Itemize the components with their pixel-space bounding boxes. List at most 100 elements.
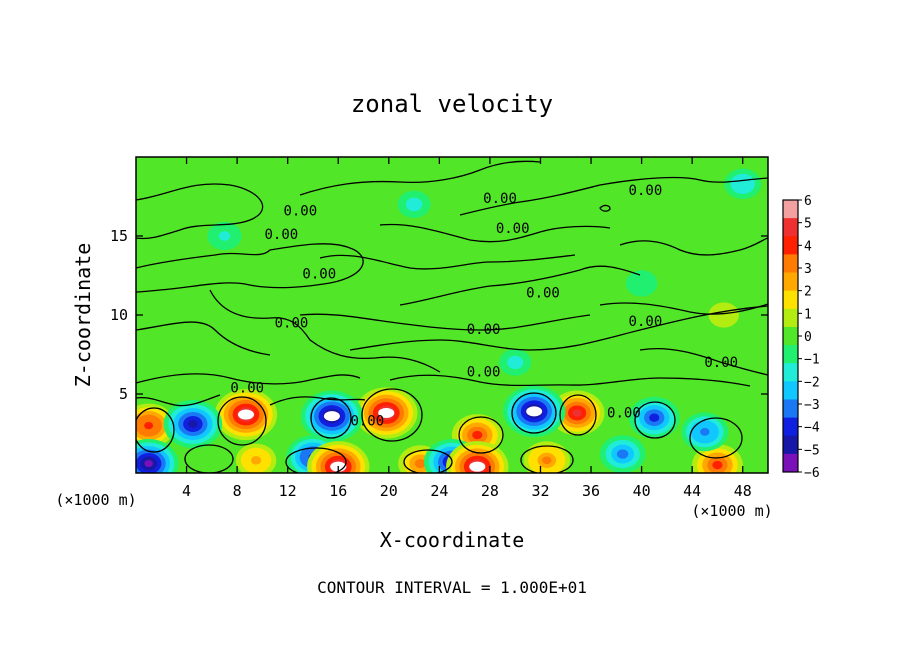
contour-line: [319, 254, 576, 270]
velocity-cell: [599, 435, 646, 473]
contour-loop: [559, 394, 597, 436]
colorbar-swatch: [783, 345, 798, 364]
x-tick-label: 28: [481, 482, 499, 500]
colorbar-tick-label: −6: [804, 466, 820, 481]
velocity-level: [144, 460, 153, 468]
colorbar-tick-label: 2: [804, 285, 812, 300]
velocity-cell: [307, 441, 370, 473]
contour-line: [599, 204, 611, 212]
colorbar-tick-label: −4: [804, 421, 820, 436]
y-tick-label: 15: [110, 227, 128, 245]
colorbar-tick-label: −5: [804, 443, 820, 458]
velocity-cell: [235, 443, 277, 473]
velocity-cell: [625, 270, 658, 297]
velocity-level: [414, 458, 426, 469]
contour-loop: [184, 444, 234, 473]
velocity-level: [700, 428, 710, 436]
contour-line: [269, 396, 366, 406]
x-tick-label: 16: [329, 482, 347, 500]
colorbar-swatch: [783, 381, 798, 400]
velocity-peak: [323, 411, 340, 422]
colorbar-swatch: [783, 272, 798, 292]
x-tick-label: 20: [380, 482, 398, 500]
contour-loop: [361, 388, 423, 442]
colorbar-swatch: [783, 200, 798, 219]
contour-line: [136, 321, 271, 356]
chart-title: zonal velocity: [351, 90, 553, 118]
velocity-cell: [446, 441, 509, 473]
velocity-cell: [549, 390, 605, 436]
contour-label: 0.00: [283, 203, 317, 219]
velocity-peak: [526, 406, 543, 417]
velocity-level: [507, 355, 524, 370]
colorbar-tick-label: 4: [804, 239, 812, 254]
velocity-cell: [628, 396, 680, 439]
contour-line: [299, 160, 541, 196]
colorbar-swatch: [783, 308, 798, 328]
contour-line: [619, 237, 768, 256]
velocity-level: [633, 276, 650, 290]
contour-label: 0.00: [467, 365, 501, 381]
velocity-cell: [708, 302, 739, 328]
contour-labels: 0.00 0.00 0.00 0.00 0.00 0.00 0.00 0.00 0.00 0.00…: [230, 183, 738, 430]
colorbar-swatch: [783, 236, 798, 255]
velocity-cell: [136, 403, 176, 448]
velocity-cell: [214, 388, 278, 441]
colorbar-swatch: [783, 417, 798, 437]
velocity-peak: [378, 407, 395, 418]
x-tick-label: 40: [633, 482, 651, 500]
contour-loop: [403, 449, 453, 473]
contour-loop: [310, 397, 352, 439]
contour-loop: [217, 396, 267, 446]
contour-line: [459, 176, 768, 216]
velocity-level: [649, 413, 660, 422]
x-tick-label: 24: [430, 482, 448, 500]
colorbar: 6 5 4 3 2 1 0 −1 −2 −3 −4 −5 −6: [782, 194, 820, 481]
x-tick-label: 36: [582, 482, 600, 500]
velocity-level: [188, 420, 198, 429]
colorbar-swatch: [783, 435, 798, 455]
contour-line: [136, 243, 364, 293]
contour-line: [299, 313, 591, 331]
contour-label: 0.00: [496, 221, 530, 237]
colorbar-tick-label: 3: [804, 262, 812, 277]
colorbar-tick-label: −1: [804, 353, 820, 368]
contour-line: [639, 348, 768, 376]
velocity-cell: [355, 387, 418, 439]
contour-line: [136, 394, 221, 407]
velocity-cell: [523, 441, 570, 473]
colorbar-swatch: [783, 399, 798, 419]
contour-label: 0.00: [607, 406, 641, 422]
contour-label: 0.00: [230, 380, 264, 396]
colorbar-tick-label: 5: [804, 217, 812, 232]
velocity-level: [542, 456, 552, 465]
contour-label: 0.00: [265, 227, 299, 243]
contour-line: [136, 183, 264, 240]
velocity-level: [405, 197, 423, 212]
velocity-level: [250, 456, 262, 465]
contour-label: 0.00: [350, 414, 384, 430]
contour-label: 0.00: [467, 322, 501, 338]
velocity-cell: [681, 412, 729, 452]
contour-label: 0.00: [704, 355, 738, 371]
contour-line: [136, 373, 361, 385]
velocity-level: [218, 231, 231, 241]
contour-interval-note: CONTOUR INTERVAL = 1.000E+01: [317, 578, 587, 597]
velocity-level: [616, 449, 629, 459]
colorbar-swatch: [783, 453, 798, 473]
velocity-cell: [397, 190, 431, 219]
contour-loop: [634, 401, 676, 439]
x-axis-label: X-coordinate: [380, 528, 525, 552]
x-tick-label: 44: [683, 482, 701, 500]
contour-loop: [285, 447, 347, 473]
colorbar-tick-label: 1: [804, 307, 812, 322]
contour-loop: [689, 417, 743, 459]
colorbar-swatch: [783, 326, 798, 346]
contour-loop: [136, 407, 175, 453]
colorbar-tick-label: −2: [804, 375, 820, 390]
velocity-peak: [469, 461, 486, 472]
y-tick-label: 5: [119, 385, 128, 403]
velocity-level: [144, 421, 154, 430]
